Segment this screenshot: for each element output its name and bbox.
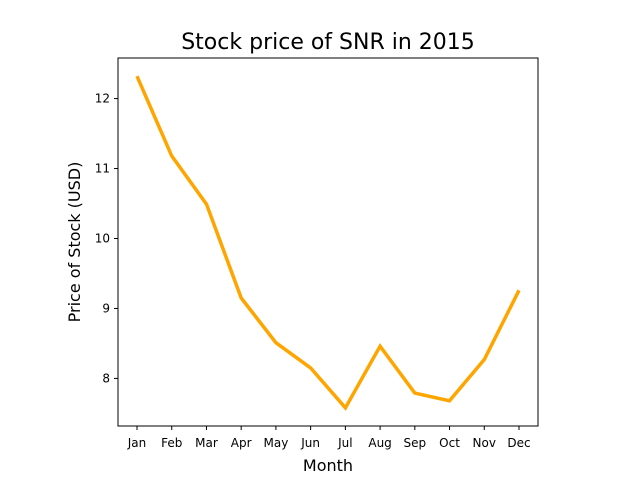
y-tick-label: 10 — [95, 232, 110, 246]
y-axis: 8 9 10 11 12 — [95, 92, 118, 385]
x-tick-label: Jul — [337, 436, 352, 450]
x-tick-label: May — [264, 436, 289, 450]
x-tick-label: Sep — [404, 436, 427, 450]
series-lines — [135, 75, 521, 411]
x-tick-label: Dec — [507, 436, 530, 450]
series-line — [135, 75, 521, 411]
x-axis-label: Month — [303, 456, 353, 475]
x-tick-label: Feb — [161, 436, 182, 450]
x-tick-label: Jun — [300, 436, 320, 450]
y-tick-label: 9 — [102, 301, 110, 315]
x-axis: Jan Feb Mar Apr May Jun Jul Aug Sep Oct Nov Dec — [127, 426, 531, 450]
y-tick-label: 11 — [95, 162, 110, 176]
plot-area — [117, 57, 539, 427]
x-tick-label: Jan — [127, 436, 147, 450]
y-tick-label: 8 — [102, 371, 110, 385]
y-axis-label: Price of Stock (USD) — [65, 162, 84, 323]
chart-title: Stock price of SNR in 2015 — [181, 30, 475, 55]
x-tick-label: Apr — [231, 436, 252, 450]
y-tick-label: 12 — [95, 92, 110, 106]
x-tick-label: Nov — [473, 436, 496, 450]
x-tick-label: Mar — [195, 436, 218, 450]
x-tick-label: Aug — [368, 436, 391, 450]
x-tick-label: Oct — [439, 436, 460, 450]
